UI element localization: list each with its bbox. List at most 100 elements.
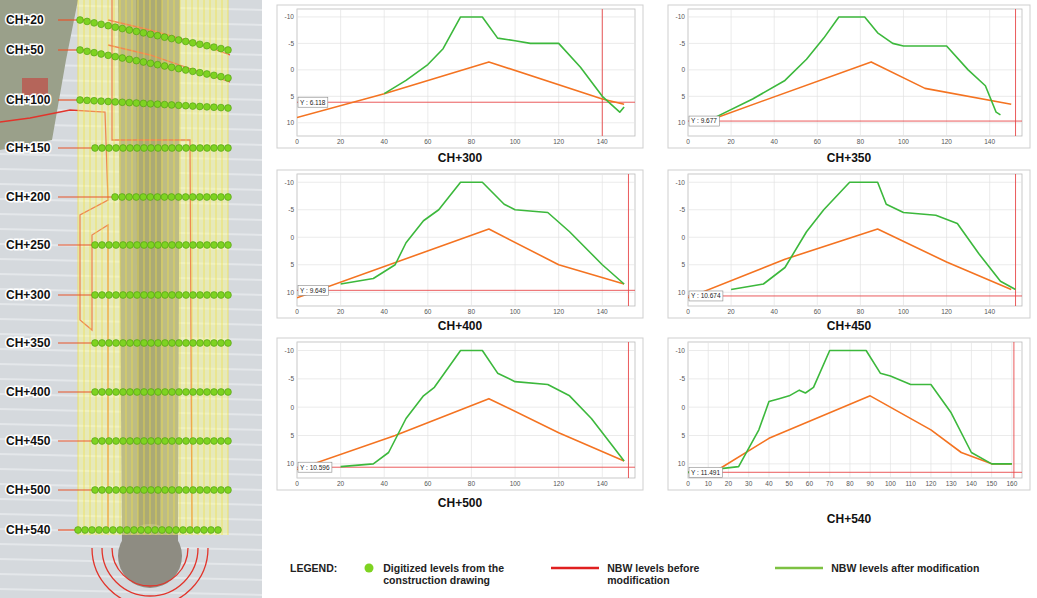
legend: LEGEND:Digitized levels from the constru… [290, 562, 1030, 586]
x-tick-label: 20 [337, 138, 345, 145]
y-tick-label: 5 [290, 261, 294, 268]
x-tick-label: 120 [553, 308, 564, 315]
profile-panel: 020406080100120140-10-50510Y : 10.596 [277, 338, 643, 490]
grid-line [515, 342, 516, 478]
digitized-point [161, 34, 168, 41]
digitized-point [119, 25, 126, 32]
digitized-point [148, 340, 155, 347]
cursor-label-text: Y : 10.596 [300, 464, 330, 471]
strip-line [210, 0, 211, 535]
grid-line [297, 209, 635, 210]
grid-line [297, 292, 635, 293]
digitized-point [98, 51, 105, 58]
digitized-point [152, 527, 159, 534]
digitized-point [147, 194, 154, 201]
digitized-point [113, 438, 120, 445]
chainage-label: CH+50 [6, 43, 44, 57]
grid-line [340, 9, 341, 136]
digitized-point [92, 340, 99, 347]
digitized-point [203, 194, 210, 201]
x-tick-label: 120 [941, 308, 952, 315]
digitized-point [204, 145, 211, 152]
digitized-point [127, 438, 134, 445]
y-tick-label: 0 [290, 66, 294, 73]
y-tick-label: 10 [287, 460, 295, 467]
digitized-point [168, 35, 175, 42]
y-tick-label: -10 [285, 13, 295, 20]
digitized-point [176, 487, 183, 494]
grid-line [971, 342, 972, 478]
digitized-point [211, 44, 218, 51]
digitized-point [204, 292, 211, 299]
x-tick-label: 40 [771, 308, 779, 315]
x-tick-label: 100 [510, 138, 521, 145]
x-tick-label: 90 [867, 480, 875, 487]
profile-panel: 0102030405060708090100110120130140150160… [668, 338, 1030, 490]
cursor-v [628, 174, 629, 306]
plot-frame [297, 342, 635, 478]
digitized-point [147, 60, 154, 67]
legend-title: LEGEND: [290, 562, 337, 574]
legend-item: NBW levels before modification [551, 562, 757, 586]
y-tick-label: -10 [676, 179, 686, 186]
x-tick-label: 20 [725, 480, 733, 487]
chainage-label: CH+540 [6, 523, 51, 537]
x-tick-label: 10 [705, 480, 713, 487]
digitized-point [120, 487, 127, 494]
chainage-label: CH+450 [6, 434, 51, 448]
digitized-point [211, 242, 218, 249]
digitized-point [148, 145, 155, 152]
strip-line [102, 0, 103, 535]
digitized-point [175, 65, 182, 72]
grid-line [748, 342, 749, 478]
grid-line [471, 9, 472, 136]
y-tick-label: 10 [678, 460, 686, 467]
digitized-point [190, 438, 197, 445]
cursor-h [297, 102, 635, 103]
digitized-point [154, 101, 161, 108]
digitized-point [196, 69, 203, 76]
strip-line [138, 0, 139, 535]
digitized-point [113, 389, 120, 396]
y-tick-label: 0 [290, 234, 294, 241]
digitized-point [182, 67, 189, 74]
digitized-point [204, 487, 211, 494]
digitized-point [117, 527, 124, 534]
x-tick-label: 40 [381, 138, 389, 145]
grid-line [989, 174, 990, 306]
profile-line [297, 62, 624, 118]
grid-line [384, 9, 385, 136]
grid-line [427, 342, 428, 478]
digitized-point [92, 292, 99, 299]
y-tick-label: 10 [287, 289, 295, 296]
strip-line [168, 0, 169, 535]
grid-line [1011, 342, 1012, 478]
grid-line [731, 174, 732, 306]
digitized-point [162, 292, 169, 299]
digitized-point [196, 194, 203, 201]
cursor-h [688, 472, 1022, 473]
profile-line [384, 17, 624, 112]
x-tick-label: 160 [1006, 480, 1017, 487]
digitized-point [120, 292, 127, 299]
cursor-label-box [689, 467, 722, 477]
digitized-point [127, 145, 134, 152]
plot-frame [688, 9, 1022, 136]
grid-line [297, 463, 635, 464]
digitized-point [182, 38, 189, 45]
digitized-point [183, 340, 190, 347]
cursor-label: Y : 10.596 [298, 462, 332, 472]
profile-panel: 020406080100120140-10-50510Y : 6.118 [277, 5, 643, 148]
digitized-point [176, 292, 183, 299]
digitized-point [155, 487, 162, 494]
digitized-point [140, 29, 147, 36]
legend-line [551, 567, 599, 570]
digitized-point [82, 527, 89, 534]
strip-line [150, 0, 151, 535]
digitized-point [183, 145, 190, 152]
x-tick-label: 0 [686, 308, 690, 315]
digitized-point [197, 340, 204, 347]
cursor-label-box [689, 116, 719, 126]
digitized-point [127, 292, 134, 299]
digitized-point [218, 487, 225, 494]
